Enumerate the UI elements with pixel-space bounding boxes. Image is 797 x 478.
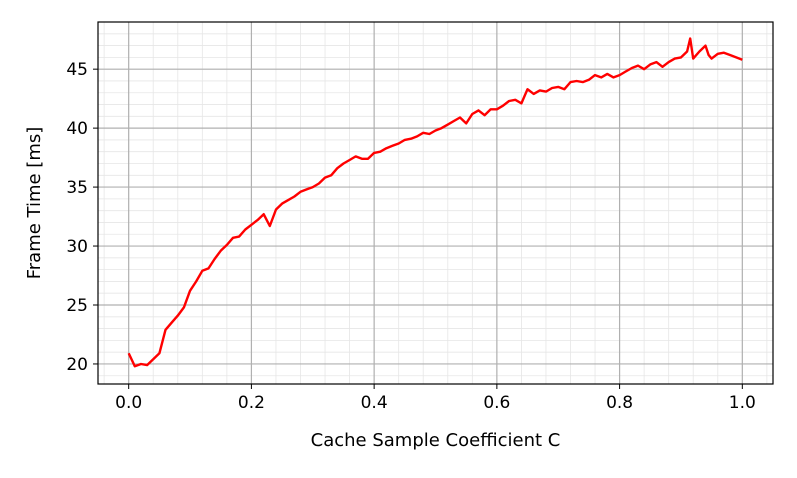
y-ticks: 20 25 30 35 40 45 (66, 60, 98, 375)
x-tick-label: 1.0 (729, 393, 756, 413)
major-grid (98, 22, 773, 384)
y-tick-label: 40 (66, 119, 88, 139)
y-tick-label: 35 (66, 178, 88, 198)
x-axis-label: Cache Sample Coefficient C (311, 430, 561, 451)
x-tick-label: 0.4 (361, 393, 388, 413)
series-layer (127, 37, 743, 368)
y-tick-label: 20 (66, 355, 88, 375)
y-tick-label: 45 (66, 60, 88, 80)
x-tick-label: 0.2 (238, 393, 265, 413)
x-tick-label: 0.0 (115, 393, 142, 413)
series-line (127, 37, 743, 368)
x-tick-label: 0.6 (483, 393, 510, 413)
plot-frame (97, 21, 774, 385)
x-tick-label: 0.8 (606, 393, 633, 413)
y-tick-label: 25 (66, 296, 88, 316)
minor-grid (98, 21, 773, 384)
y-tick-label: 30 (66, 237, 88, 257)
x-ticks: 0.0 0.2 0.4 0.6 0.8 1.0 (115, 384, 756, 413)
y-axis-label: Frame Time [ms] (24, 127, 45, 280)
